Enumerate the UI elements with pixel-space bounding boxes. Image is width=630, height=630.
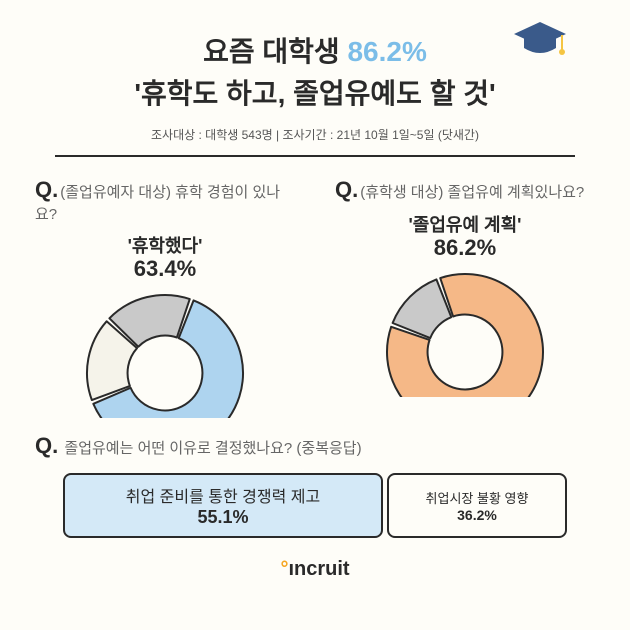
- logo: °ıncruit: [0, 558, 630, 581]
- bottom-section: Q. 졸업유예는 어떤 이유로 결정했나요? (중복응답) 취업 준비를 통한 …: [0, 423, 630, 538]
- donut-right-chart: [370, 257, 560, 397]
- survey-meta: 조사대상 : 대학생 543명 | 조사기간 : 21년 10월 1일~5일 (…: [0, 126, 630, 143]
- bar-percent: 36.2%: [457, 507, 497, 523]
- donut-right-block: Q.(휴학생 대상) 졸업유예 계획있나요? '졸업유예 계획' 86.2%: [335, 177, 595, 423]
- q-mark: Q.: [335, 177, 358, 202]
- logo-dot-icon: °: [280, 558, 288, 580]
- donuts-row: Q.(졸업유예자 대상) 휴학 경험이 있나요? '휴학했다' 63.4% Q.…: [0, 157, 630, 423]
- title-line-2: '휴학도 하고, 졸업유예도 할 것': [0, 72, 630, 112]
- header: 요즘 대학생 86.2% '휴학도 하고, 졸업유예도 할 것': [0, 0, 630, 112]
- q-mark: Q.: [35, 177, 58, 202]
- title-prefix: 요즘 대학생: [203, 36, 347, 67]
- question-text: (졸업유예자 대상) 휴학 경험이 있나요?: [35, 184, 280, 223]
- bar-label: 취업시장 불황 영향: [426, 488, 529, 507]
- question-right: Q.(휴학생 대상) 졸업유예 계획있나요?: [335, 177, 595, 203]
- graduation-cap-icon: [510, 18, 570, 63]
- q-mark: Q.: [35, 433, 58, 458]
- question-bottom: Q. 졸업유예는 어떤 이유로 결정했나요? (중복응답): [35, 433, 595, 459]
- donut-left-chart: [70, 278, 260, 418]
- logo-text: ıncruit: [288, 558, 349, 580]
- question-left: Q.(졸업유예자 대상) 휴학 경험이 있나요?: [35, 177, 295, 224]
- donut-left-block: Q.(졸업유예자 대상) 휴학 경험이 있나요? '휴학했다' 63.4%: [35, 177, 295, 423]
- bar-label: 취업 준비를 통한 경쟁력 제고: [126, 483, 320, 507]
- bar-secondary: 취업시장 불황 영향 36.2%: [387, 473, 567, 538]
- question-text: 졸업유예는 어떤 이유로 결정했나요? (중복응답): [60, 440, 361, 457]
- bar-percent: 55.1%: [197, 507, 248, 528]
- donut-right-label: '졸업유예 계획': [335, 211, 595, 237]
- question-text: (휴학생 대상) 졸업유예 계획있나요?: [360, 184, 584, 201]
- donut-left-label: '휴학했다': [35, 232, 295, 258]
- bar-primary: 취업 준비를 통한 경쟁력 제고 55.1%: [63, 473, 383, 538]
- title-highlight: 86.2%: [347, 36, 426, 67]
- bars-row: 취업 준비를 통한 경쟁력 제고 55.1% 취업시장 불황 영향 36.2%: [35, 473, 595, 538]
